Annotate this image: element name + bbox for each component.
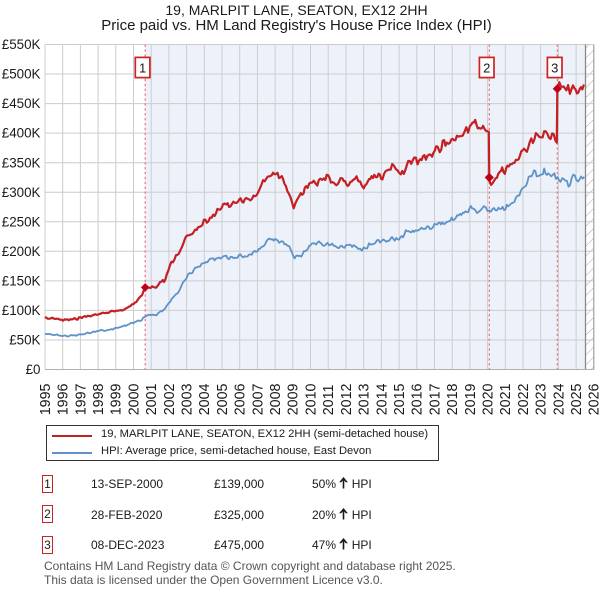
svg-text:1999: 1999 xyxy=(109,383,125,415)
svg-text:£200K: £200K xyxy=(2,244,41,259)
svg-text:2022: 2022 xyxy=(516,383,532,415)
svg-text:£300K: £300K xyxy=(2,185,41,200)
svg-text:2013: 2013 xyxy=(357,383,373,415)
svg-text:2000: 2000 xyxy=(126,383,142,415)
svg-text:2016: 2016 xyxy=(410,383,426,415)
svg-text:1995: 1995 xyxy=(38,383,54,415)
svg-text:2014: 2014 xyxy=(374,383,390,415)
svg-text:2: 2 xyxy=(483,60,490,75)
svg-text:2006: 2006 xyxy=(233,383,249,415)
svg-text:£0: £0 xyxy=(26,362,41,377)
svg-text:2021: 2021 xyxy=(498,383,514,415)
svg-text:2020: 2020 xyxy=(481,383,497,415)
svg-text:1996: 1996 xyxy=(56,383,72,415)
svg-text:2026: 2026 xyxy=(587,383,600,415)
svg-text:2008: 2008 xyxy=(268,383,284,415)
svg-text:£100K: £100K xyxy=(2,303,41,318)
svg-text:2019: 2019 xyxy=(463,383,479,415)
svg-text:2023: 2023 xyxy=(534,383,550,415)
svg-text:£50K: £50K xyxy=(9,333,40,348)
svg-text:2017: 2017 xyxy=(427,383,443,415)
svg-text:£450K: £450K xyxy=(2,96,41,111)
svg-text:2010: 2010 xyxy=(303,383,319,415)
svg-text:£150K: £150K xyxy=(2,274,41,289)
svg-text:1998: 1998 xyxy=(91,383,107,415)
svg-text:2025: 2025 xyxy=(569,383,585,415)
svg-text:2004: 2004 xyxy=(197,383,213,415)
svg-text:2015: 2015 xyxy=(392,383,408,415)
svg-text:3: 3 xyxy=(551,60,558,75)
svg-text:2009: 2009 xyxy=(286,383,302,415)
svg-text:2002: 2002 xyxy=(162,383,178,415)
svg-text:2011: 2011 xyxy=(321,385,337,416)
svg-text:£250K: £250K xyxy=(2,214,41,229)
svg-text:£350K: £350K xyxy=(2,155,41,170)
svg-text:2001: 2001 xyxy=(144,383,160,415)
svg-text:2005: 2005 xyxy=(215,383,231,415)
svg-text:£500K: £500K xyxy=(2,67,41,82)
svg-text:2018: 2018 xyxy=(445,383,461,415)
svg-text:1997: 1997 xyxy=(73,383,89,415)
svg-text:2007: 2007 xyxy=(250,383,266,415)
svg-text:2003: 2003 xyxy=(180,383,196,415)
svg-text:£400K: £400K xyxy=(2,126,41,141)
svg-text:1: 1 xyxy=(139,60,146,75)
svg-text:2012: 2012 xyxy=(339,383,355,415)
svg-text:£550K: £550K xyxy=(2,37,41,52)
svg-text:2024: 2024 xyxy=(551,383,567,415)
